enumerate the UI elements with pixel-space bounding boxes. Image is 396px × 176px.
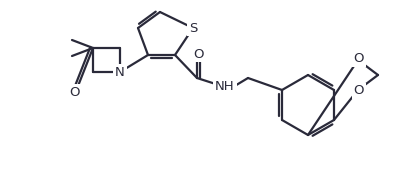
Text: S: S [189,21,197,34]
Text: NH: NH [215,80,235,93]
Text: O: O [354,52,364,65]
Text: O: O [70,86,80,99]
Text: N: N [115,65,125,78]
Text: O: O [193,48,203,61]
Text: O: O [354,84,364,98]
